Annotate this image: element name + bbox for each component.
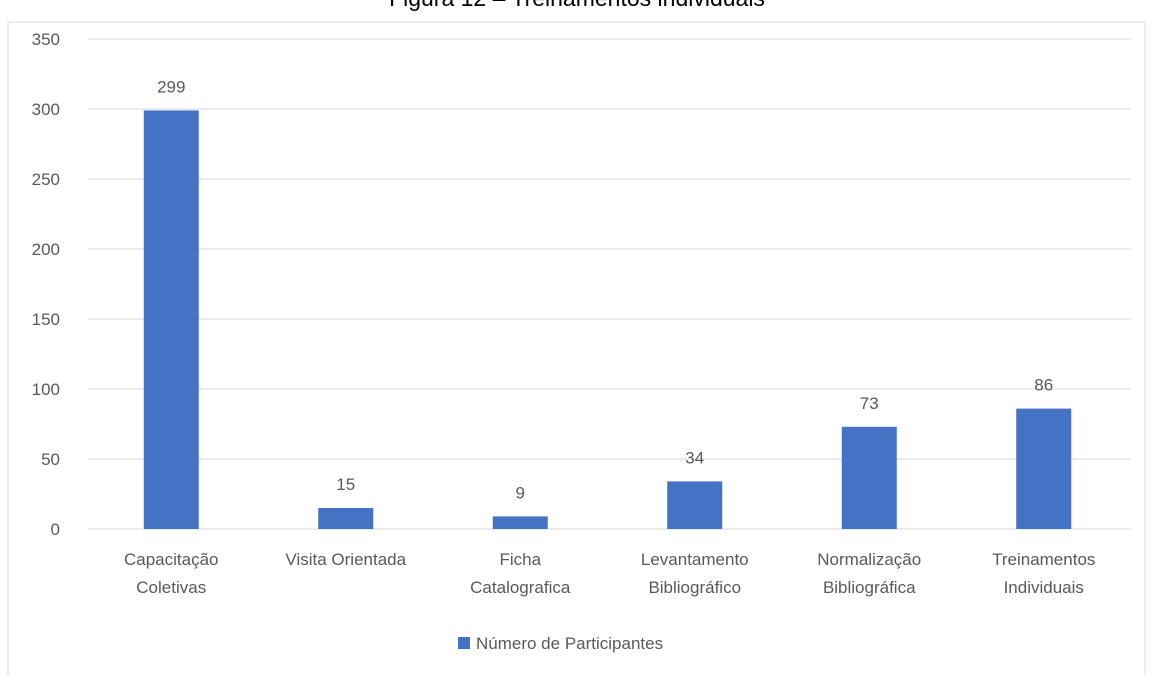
y-tick-label: 350 — [32, 30, 60, 49]
legend-swatch — [458, 637, 470, 649]
bar — [667, 481, 723, 529]
x-tick-label: Capacitação — [124, 550, 219, 569]
y-tick-label: 100 — [32, 380, 60, 399]
y-tick-label: 0 — [51, 520, 60, 539]
y-tick-label: 200 — [32, 240, 60, 259]
x-tick-label: Coletivas — [136, 578, 206, 597]
data-label: 15 — [336, 475, 355, 494]
chart-border — [7, 21, 1146, 675]
bar — [143, 110, 199, 530]
data-label: 299 — [157, 77, 185, 96]
y-tick-label: 150 — [32, 310, 60, 329]
x-tick-label: Ficha — [499, 550, 541, 569]
data-label: 86 — [1034, 376, 1053, 395]
data-label: 73 — [860, 394, 879, 413]
y-tick-label: 300 — [32, 100, 60, 119]
x-tick-label: Levantamento — [641, 550, 749, 569]
data-label: 34 — [685, 448, 704, 467]
x-tick-label: Catalografica — [470, 578, 571, 597]
y-tick-label: 250 — [32, 170, 60, 189]
bar — [841, 426, 897, 529]
bar — [318, 508, 374, 529]
x-tick-label: Bibliográfico — [648, 578, 741, 597]
legend-label: Número de Participantes — [476, 634, 663, 653]
x-tick-label: Bibliográfica — [823, 578, 916, 597]
x-tick-label: Normalização — [817, 550, 921, 569]
bar — [1016, 408, 1072, 529]
x-tick-label: Visita Orientada — [285, 550, 406, 569]
y-tick-label: 50 — [41, 450, 60, 469]
x-tick-label: Individuais — [1004, 578, 1084, 597]
bar — [492, 516, 548, 529]
chart-title: Figura 12 – Treinamentos individuais — [389, 0, 765, 11]
data-label: 9 — [516, 483, 525, 502]
x-tick-label: Treinamentos — [992, 550, 1095, 569]
